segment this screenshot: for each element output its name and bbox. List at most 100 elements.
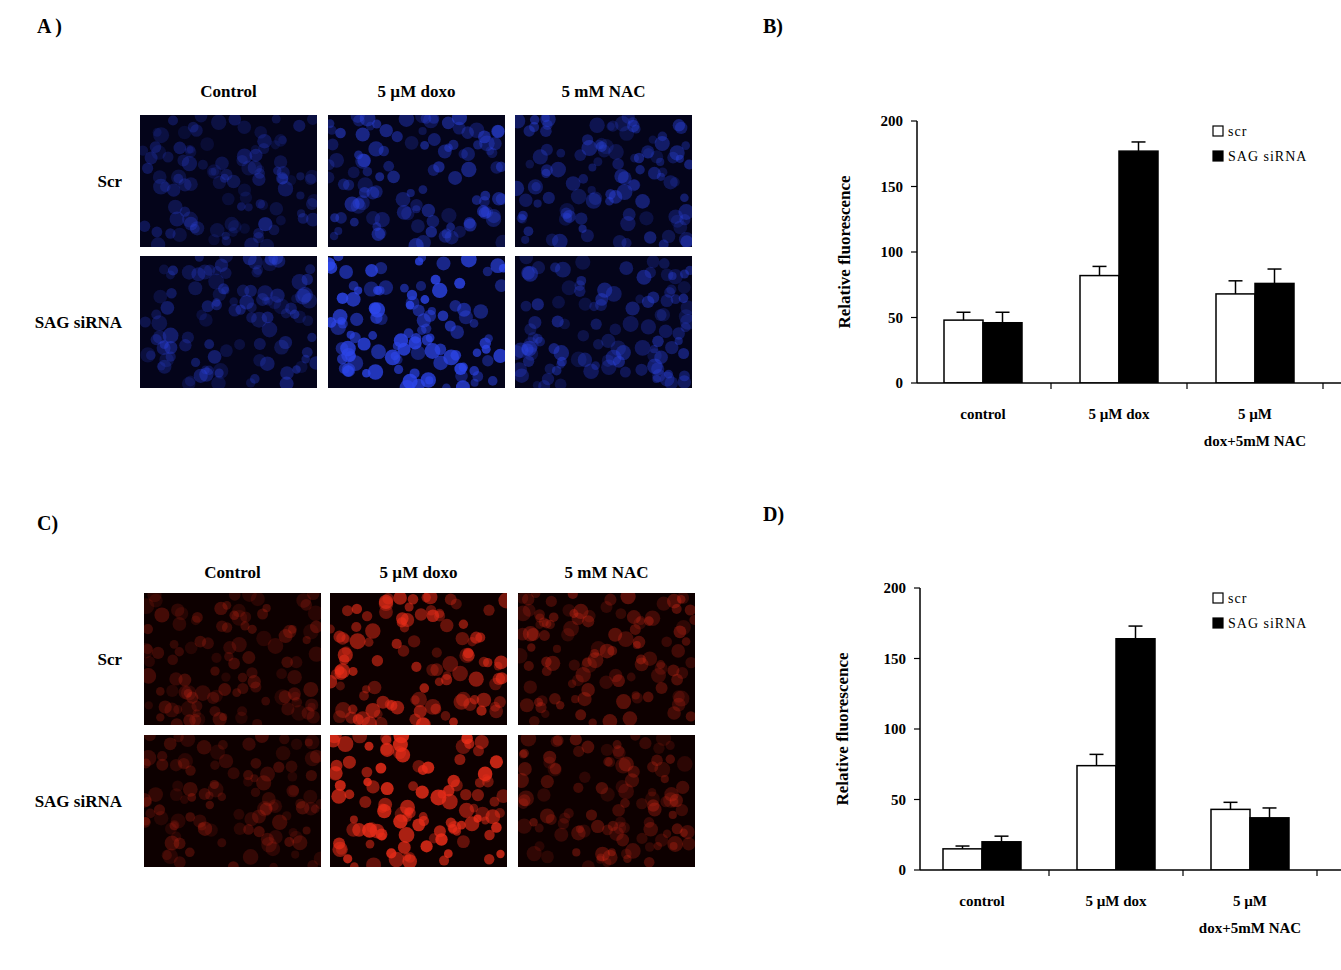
cell-nucleus	[420, 141, 429, 150]
legend-swatch	[1213, 151, 1223, 161]
legend-label: SAG siRNA	[1228, 616, 1307, 631]
error-cap	[995, 835, 1009, 837]
cell-nucleus	[330, 213, 339, 222]
cell-nucleus	[420, 683, 430, 693]
cell-nucleus	[627, 673, 636, 682]
cell-nucleus	[157, 751, 167, 761]
cell-nucleus	[461, 162, 476, 177]
cell-nucleus	[410, 695, 419, 704]
cell-nucleus	[457, 835, 470, 848]
cell-nucleus	[487, 148, 497, 158]
image-panel: Control5 µM doxo5 mM NACScrSAG siRNA	[35, 563, 700, 873]
cell-nucleus	[648, 803, 662, 817]
cell-nucleus	[281, 702, 294, 715]
cell-nucleus	[382, 735, 392, 745]
cell-nucleus	[480, 338, 491, 349]
cell-nucleus	[350, 332, 361, 343]
category-label-line: control	[959, 893, 1005, 909]
cell-nucleus	[444, 849, 453, 858]
cell-nucleus	[307, 860, 318, 867]
cell-nucleus	[228, 658, 240, 670]
cell-nucleus	[185, 642, 198, 655]
cell-nucleus	[656, 682, 668, 694]
cell-nucleus	[484, 830, 494, 840]
cell-nucleus	[290, 310, 299, 319]
micrograph	[144, 735, 321, 867]
cell-nucleus	[619, 126, 634, 141]
legend-swatch	[1213, 618, 1223, 628]
cell-nucleus	[427, 215, 440, 228]
micrograph-bg	[515, 256, 692, 388]
cell-nucleus	[254, 826, 265, 837]
cell-nucleus	[635, 340, 651, 356]
cell-nucleus	[383, 161, 394, 172]
cell-nucleus	[280, 377, 294, 388]
cell-nucleus	[435, 678, 444, 687]
cell-nucleus	[166, 685, 178, 697]
cell-nucleus	[469, 672, 484, 687]
cell-nucleus	[684, 159, 692, 169]
error-cap	[956, 845, 970, 847]
cell-nucleus	[541, 775, 554, 788]
cell-nucleus	[623, 316, 639, 332]
cell-nucleus	[552, 366, 562, 376]
cell-nucleus	[328, 125, 336, 134]
cell-nucleus	[184, 689, 192, 697]
error-stem	[1099, 266, 1101, 275]
cell-nucleus	[538, 380, 550, 388]
cell-nucleus	[398, 841, 411, 854]
cell-nucleus	[633, 636, 646, 649]
cell-nucleus	[496, 789, 507, 803]
cell-nucleus	[305, 264, 315, 274]
cell-nucleus	[659, 240, 669, 247]
cell-nucleus	[246, 667, 257, 678]
error-cap	[1129, 625, 1143, 627]
cell-nucleus	[418, 256, 426, 262]
cell-nucleus	[376, 763, 387, 774]
cell-nucleus	[405, 603, 414, 612]
cell-nucleus	[575, 213, 587, 225]
cell-nucleus	[431, 704, 442, 715]
cell-nucleus	[269, 225, 280, 236]
cell-nucleus	[429, 833, 439, 843]
cell-nucleus	[240, 223, 250, 233]
cell-nucleus	[311, 805, 320, 814]
cell-nucleus	[606, 122, 614, 130]
cell-nucleus	[483, 605, 494, 616]
cell-nucleus	[342, 605, 353, 616]
row-label: SAG siRNA	[35, 792, 123, 811]
cell-nucleus	[250, 681, 261, 692]
cell-nucleus	[621, 593, 636, 604]
cell-nucleus	[682, 637, 691, 646]
cell-nucleus	[406, 296, 420, 310]
cell-nucleus	[234, 823, 246, 835]
cell-nucleus	[650, 150, 663, 163]
cell-nucleus	[582, 134, 593, 145]
y-tick-label: 100	[881, 244, 904, 260]
error-cap	[996, 312, 1010, 314]
error-stem	[1235, 281, 1237, 294]
cell-nucleus	[515, 368, 529, 383]
cell-nucleus	[459, 620, 468, 629]
cell-nucleus	[210, 666, 219, 675]
cell-nucleus	[185, 145, 194, 154]
cell-nucleus	[229, 297, 238, 306]
micrograph	[515, 115, 692, 247]
cell-nucleus	[539, 630, 550, 641]
cell-nucleus	[556, 149, 565, 158]
cell-nucleus	[408, 635, 420, 647]
cell-nucleus	[229, 593, 241, 601]
cell-nucleus	[352, 604, 362, 614]
cell-nucleus	[140, 221, 150, 232]
cell-nucleus	[442, 384, 451, 388]
cell-nucleus	[202, 300, 214, 312]
cell-nucleus	[616, 608, 627, 619]
cell-nucleus	[210, 706, 221, 717]
cell-nucleus	[496, 850, 504, 858]
cell-nucleus	[472, 195, 482, 205]
cell-nucleus	[342, 646, 351, 655]
cell-nucleus	[342, 363, 356, 377]
cell-nucleus	[537, 695, 548, 706]
cell-nucleus	[591, 319, 602, 330]
cell-nucleus	[426, 664, 438, 676]
